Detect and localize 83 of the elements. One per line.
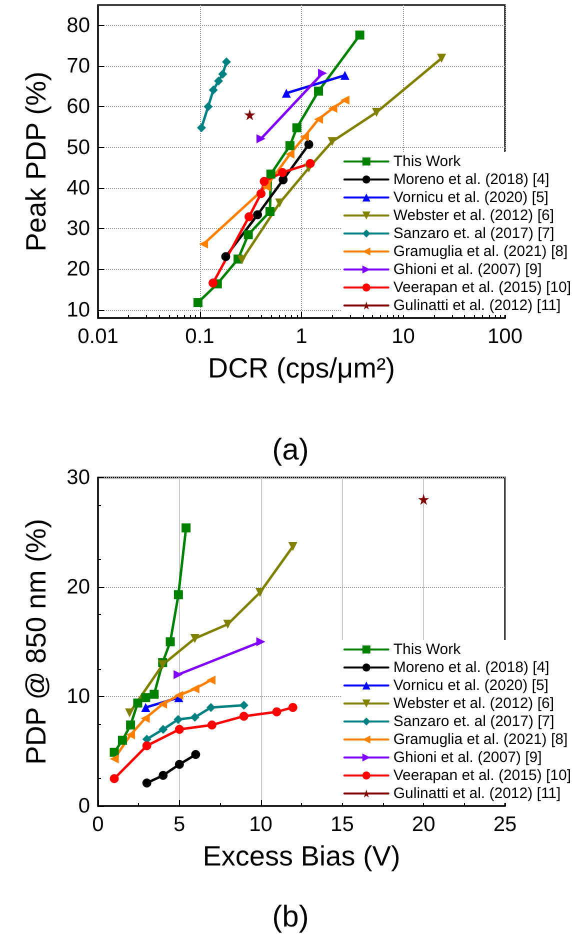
point [158,770,168,780]
y-tick-label: 40 [66,176,90,200]
y-tick-label: 0 [78,794,90,818]
y-tick-label: 30 [66,217,90,240]
x-tick-label: 0.01 [78,325,118,348]
x-axis-title: DCR (cps/μm²) [208,352,396,384]
point [190,634,200,643]
x-tick-label: 0.1 [185,325,214,348]
point [110,774,119,784]
point [272,707,282,716]
point [140,714,150,723]
legend-label: Ghioni et al. (2007) [9] [393,261,542,278]
point [174,714,183,724]
legend-label: Gramuglia et al. (2021) [8] [393,243,568,260]
point [125,708,134,718]
point [190,684,200,694]
legend-label: Vornicu et al. (2020) [5] [393,189,548,206]
x-tick-label: 1 [296,325,308,348]
y-axis-title: Peak PDP (%) [20,72,52,252]
x-tick-label: 10 [249,813,272,836]
x-tick-label: 5 [174,813,186,836]
legend-label: Vornicu et al. (2020) [5] [393,677,548,694]
point [182,523,191,532]
point [142,778,152,788]
legend-label: Ghioni et al. (2007) [9] [393,749,542,766]
point [174,724,184,734]
legend-label: Sanzaro et. al (2017) [7] [393,713,554,730]
legend-label: Webster et al. (2012) [6] [393,207,554,224]
y-tick-label: 10 [66,298,90,322]
legend-label: Gulinatti et al. (2012) [11] [393,785,561,802]
x-tick-label: 20 [412,813,436,836]
y-tick-label: 30 [66,466,90,489]
point [255,588,264,597]
point [150,690,159,699]
legend-label: Moreno et al. (2018) [4] [393,171,550,188]
x-tick-label: 100 [487,325,523,348]
legend-label: Gramuglia et al. (2021) [8] [393,731,568,748]
point [110,748,119,757]
point [110,754,119,764]
point [206,702,216,712]
y-tick-label: 20 [66,576,90,598]
x-tick-label: 10 [392,325,415,348]
y-tick-label: 50 [66,136,90,159]
legend-label: Veerapan et al. (2015) [10] [393,767,572,784]
point [166,637,175,646]
legend-label: Veerapan et al. (2015) [10] [393,279,572,296]
legend-label: Gulinatti et al. (2012) [11] [393,297,561,314]
point [126,720,136,730]
y-tick-label: 70 [66,54,90,78]
point [133,698,142,708]
point [239,700,248,710]
point [207,720,216,730]
x-tick-label: 25 [493,813,517,836]
point [191,750,200,760]
legend-label: Webster et al. (2012) [6] [393,695,554,712]
point [190,712,200,722]
point [288,702,298,712]
x-tick-label: 15 [330,813,354,836]
y-tick-label: 20 [66,258,90,281]
y-tick-label: 80 [66,14,90,37]
point [142,741,152,750]
legend-label: This Work [393,153,462,170]
point [174,760,184,769]
x-tick-label: 0 [92,813,104,836]
legend-label: Moreno et al. (2018) [4] [393,659,550,676]
legend-label: Sanzaro et. al (2017) [7] [393,225,554,242]
legend-label: This Work [393,641,462,658]
point [206,676,216,685]
point [141,693,150,702]
point [418,494,430,505]
y-tick-label: 60 [66,95,90,118]
point [158,700,168,709]
point [158,724,168,734]
text: (a) [272,434,309,466]
point [126,730,136,740]
text: (b) [272,900,309,934]
point [239,712,248,721]
y-axis-title: PDP @ 850 nm (%) [20,518,52,765]
y-tick-label: 10 [66,685,90,708]
point [118,736,127,745]
x-axis-title: Excess Bias (V) [202,840,400,872]
point [174,590,183,600]
point [288,542,298,551]
